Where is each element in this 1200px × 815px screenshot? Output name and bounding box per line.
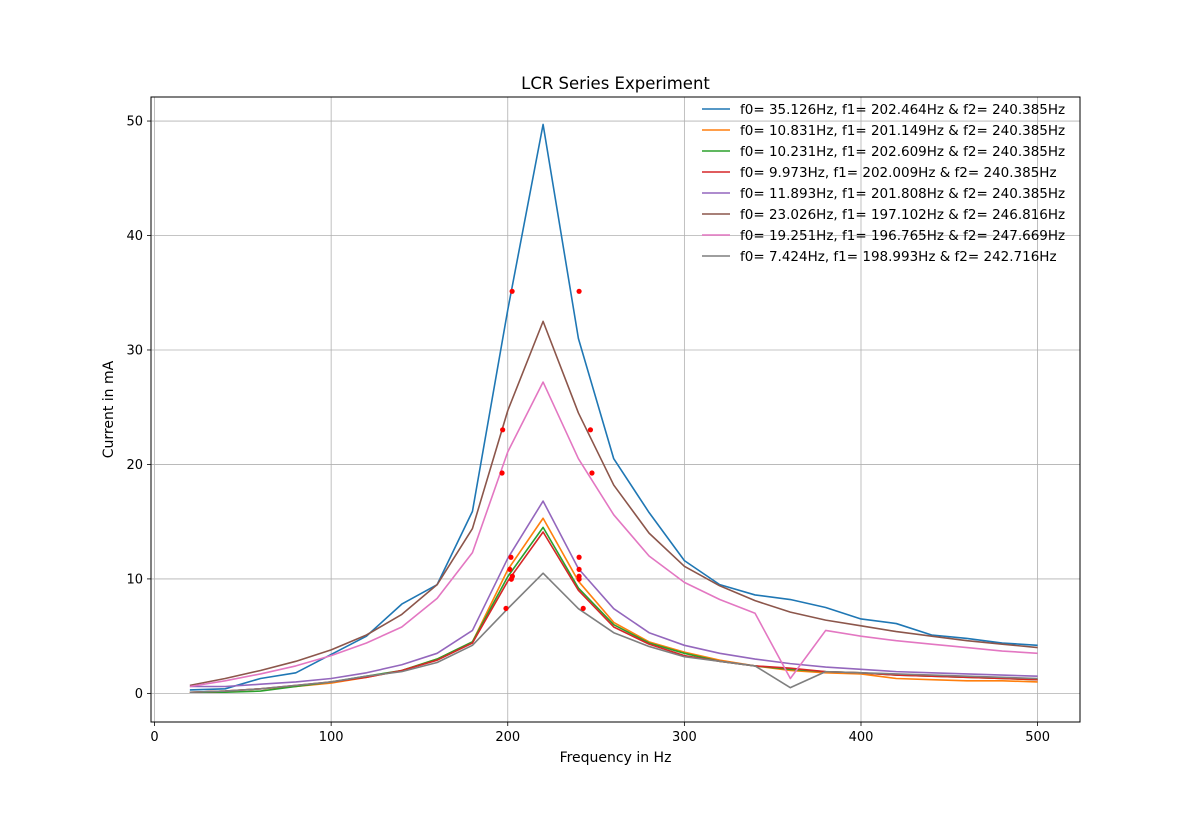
legend: f0= 35.126Hz, f1= 202.464Hz & f2= 240.38… <box>702 102 1065 265</box>
axis-ticks: 0 100 200 300 400 500 0 10 20 30 40 50 <box>126 115 1050 745</box>
x-axis-label: Frequency in Hz <box>560 750 672 766</box>
chart-title: LCR Series Experiment <box>521 74 710 93</box>
legend-label: f0= 10.831Hz, f1= 201.149Hz & f2= 240.38… <box>740 123 1065 139</box>
series-lines <box>189 123 1038 694</box>
x-tick-label: 0 <box>150 730 158 745</box>
half-power-point <box>508 554 514 560</box>
y-tick-label: 20 <box>126 458 143 473</box>
legend-label: f0= 10.231Hz, f1= 202.609Hz & f2= 240.38… <box>740 144 1065 160</box>
half-power-point <box>500 427 506 433</box>
y-tick-label: 40 <box>126 229 143 244</box>
series-line-8 <box>189 572 1038 694</box>
legend-label: f0= 23.026Hz, f1= 197.102Hz & f2= 246.81… <box>740 207 1065 223</box>
grid <box>151 97 1080 722</box>
y-axis-label: Current in mA <box>101 360 117 458</box>
series-line-5 <box>189 500 1038 688</box>
y-tick-label: 30 <box>126 343 143 358</box>
half-power-point <box>576 576 582 582</box>
y-tick-label: 10 <box>126 572 143 587</box>
half-power-point <box>509 288 515 294</box>
y-tick-label: 0 <box>135 687 143 702</box>
half-power-point <box>503 605 509 612</box>
x-tick-label: 400 <box>849 730 874 745</box>
half-power-point <box>499 470 505 476</box>
half-power-point <box>508 576 514 582</box>
legend-label: f0= 35.126Hz, f1= 202.464Hz & f2= 240.38… <box>740 102 1065 118</box>
half-power-point <box>576 566 582 573</box>
series-line-7 <box>189 381 1038 688</box>
half-power-point <box>576 554 582 560</box>
series-line-2 <box>189 517 1038 694</box>
x-tick-label: 100 <box>319 730 344 745</box>
legend-label: f0= 7.424Hz, f1= 198.993Hz & f2= 242.716… <box>740 249 1057 265</box>
series-line-6 <box>189 320 1038 687</box>
legend-label: f0= 19.251Hz, f1= 196.765Hz & f2= 247.66… <box>740 228 1065 244</box>
x-tick-label: 500 <box>1025 730 1050 745</box>
x-tick-label: 200 <box>495 730 520 745</box>
plot-area-frame <box>150 96 1081 723</box>
half-power-point <box>580 605 586 612</box>
half-power-point <box>507 566 513 573</box>
legend-label: f0= 9.973Hz, f1= 202.009Hz & f2= 240.385… <box>740 165 1057 181</box>
half-power-markers <box>499 288 595 612</box>
half-power-point <box>576 288 582 294</box>
x-tick-label: 300 <box>672 730 697 745</box>
series-line-1 <box>189 123 1038 691</box>
legend-label: f0= 11.893Hz, f1= 201.808Hz & f2= 240.38… <box>740 186 1065 202</box>
half-power-point <box>589 470 595 476</box>
half-power-point <box>587 427 594 433</box>
y-tick-label: 50 <box>126 115 143 130</box>
